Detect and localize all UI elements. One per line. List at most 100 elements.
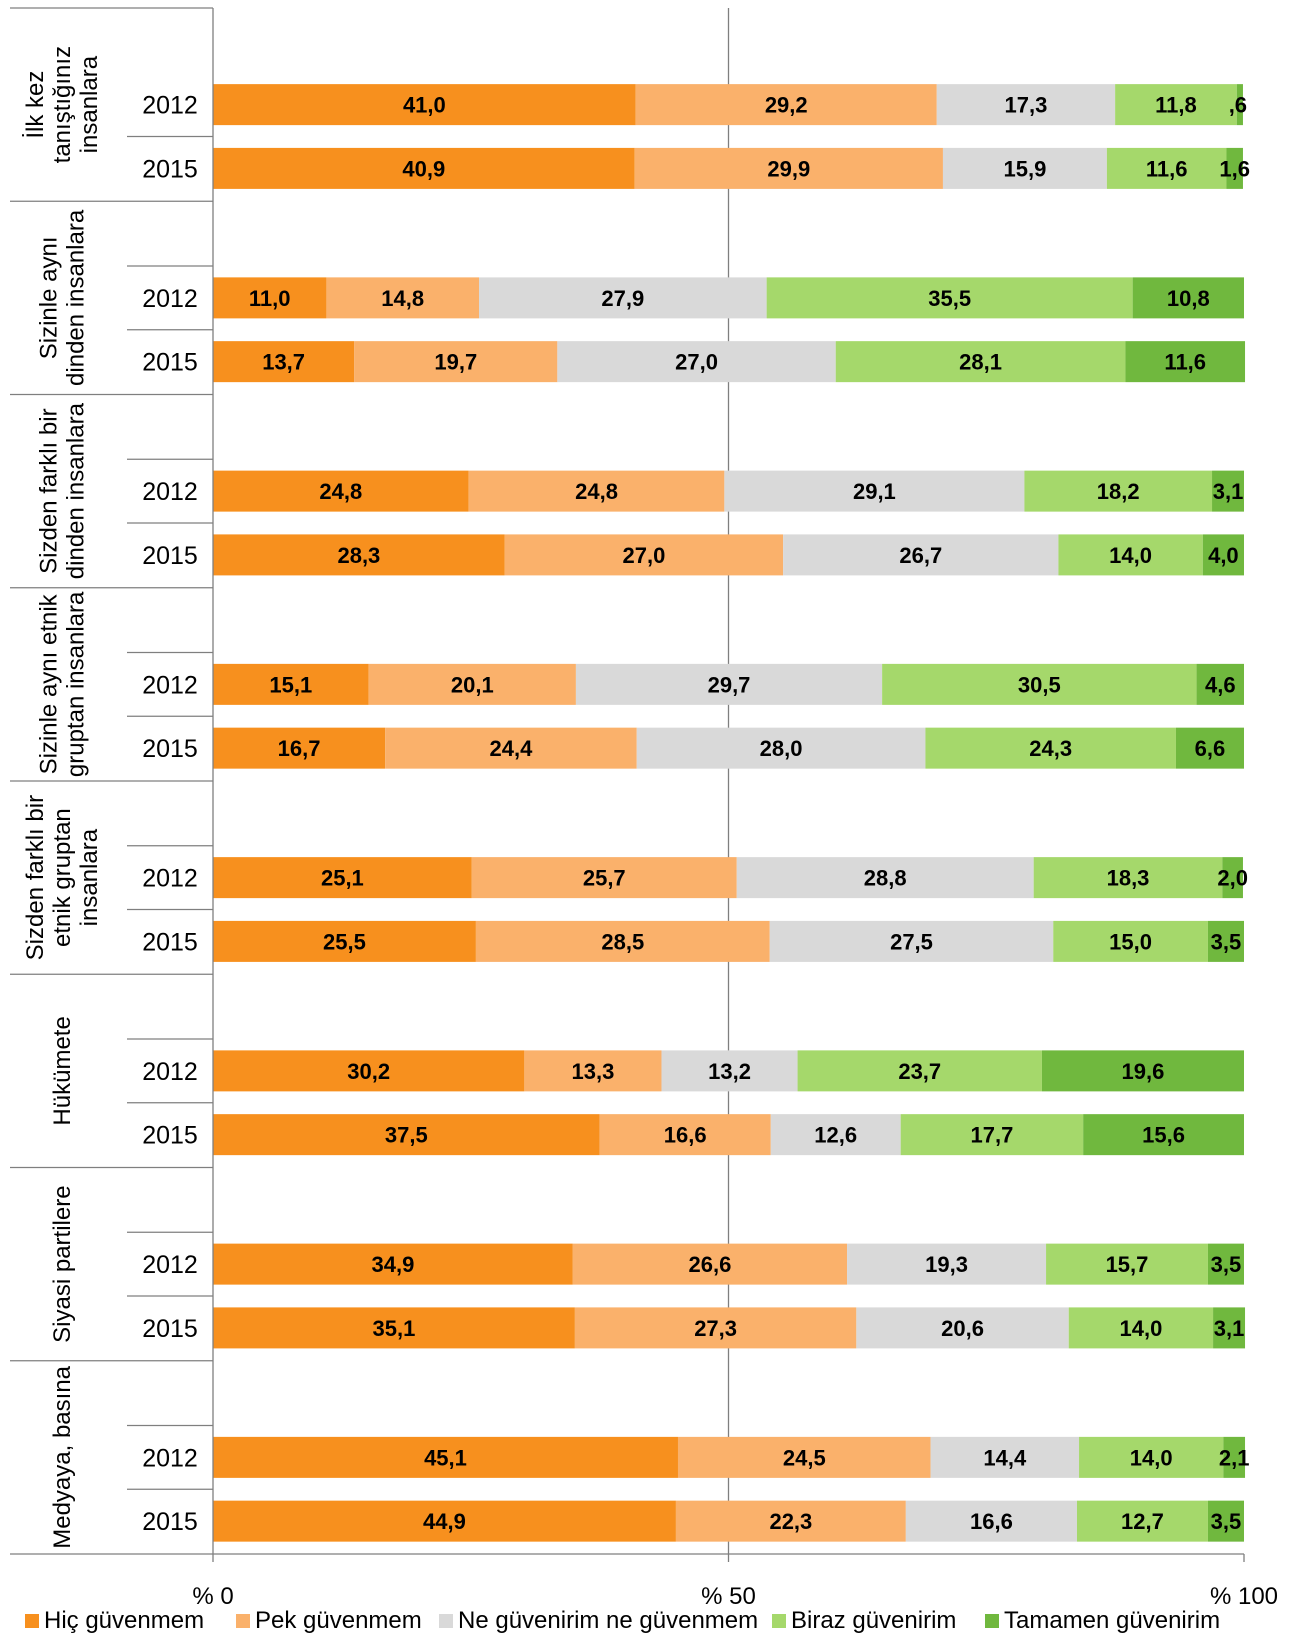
bar-segment [1068, 1307, 1214, 1349]
bar-segment [661, 1050, 798, 1092]
year-label: 2015 [142, 735, 198, 763]
year-label: 2012 [142, 285, 198, 313]
legend-label: Tamamen güvenirim [1004, 1607, 1220, 1634]
data-label: 28,5 [601, 929, 644, 954]
year-label: 2015 [142, 349, 198, 377]
data-label: 15,0 [1109, 929, 1152, 954]
bar-segment [797, 1050, 1042, 1092]
bar-segment [1236, 84, 1243, 126]
data-label: 25,1 [321, 866, 364, 891]
x-tick-label: % 0 [192, 1583, 233, 1610]
data-label: 14,8 [381, 286, 424, 311]
bar-segment [575, 663, 883, 705]
bar-segment [835, 341, 1126, 383]
group-label: Sizinle aynı dinden insanlara [36, 209, 90, 386]
bar-segment [1053, 920, 1208, 962]
year-label: 2012 [142, 671, 198, 699]
data-label: 1,6 [1219, 156, 1250, 181]
data-label: 17,7 [971, 1123, 1014, 1148]
group-label-line: Hükümete [49, 1016, 76, 1125]
data-label: 20,6 [941, 1316, 984, 1341]
legend-swatch [439, 1614, 453, 1628]
year-label: 2012 [142, 478, 198, 506]
data-label: 12,7 [1121, 1509, 1164, 1534]
data-label: 29,7 [708, 672, 751, 697]
data-label: 16,6 [664, 1123, 707, 1148]
legend: Hiç güvenmem Pek güvenmem Ne güvenirim ne … [25, 1607, 1220, 1634]
group-label-line: Sizden farklı bir [36, 408, 63, 573]
axes-layer [10, 7, 1245, 1562]
bar-segment [557, 341, 836, 383]
bar-segment [900, 1114, 1084, 1156]
bar-segment [1207, 920, 1244, 962]
group-label-line: Medyaya, basına [49, 1365, 76, 1548]
legend-swatch [236, 1614, 250, 1628]
bar-segment [635, 84, 937, 126]
group-label: Medyaya, basına [49, 1365, 76, 1548]
bar-segment [213, 147, 635, 189]
group-label: İlk kez tanıştığınız insanlara [22, 46, 103, 163]
legend-label: Pek güvenmem [255, 1607, 422, 1634]
year-label: 2012 [142, 1058, 198, 1086]
data-label: 29,2 [765, 93, 808, 118]
bar-segment [847, 1243, 1047, 1285]
data-label: 28,3 [337, 543, 380, 568]
data-label: 18,3 [1107, 866, 1150, 891]
data-label: 19,3 [925, 1252, 968, 1277]
bar-segment [1024, 470, 1213, 512]
bar-segment [213, 727, 386, 769]
bar-segment [1106, 147, 1227, 189]
bar-segment [213, 341, 355, 383]
data-label: 29,1 [853, 479, 896, 504]
data-label: 6,6 [1195, 736, 1226, 761]
bar-segment [213, 1114, 600, 1156]
data-label: 30,2 [347, 1059, 390, 1084]
data-label: 16,7 [278, 736, 321, 761]
bar-segment [213, 1307, 575, 1349]
bar-segment [677, 1436, 931, 1478]
bar-segment [213, 1243, 573, 1285]
bar-segment [385, 727, 637, 769]
data-label: 19,6 [1122, 1059, 1165, 1084]
year-label: 2012 [142, 865, 198, 893]
data-label: 14,0 [1130, 1445, 1173, 1470]
bar-segment [1083, 1114, 1244, 1156]
data-label: 27,3 [694, 1316, 737, 1341]
bar-segment [936, 84, 1116, 126]
data-label: 19,7 [434, 350, 477, 375]
bar-segment [724, 470, 1025, 512]
bar-segment [471, 857, 737, 899]
data-label: 17,3 [1005, 93, 1048, 118]
data-label: 20,1 [451, 672, 494, 697]
data-label: 13,3 [572, 1059, 615, 1084]
data-label: 3,5 [1211, 929, 1242, 954]
legend-swatch [772, 1614, 786, 1628]
data-label: 15,6 [1142, 1123, 1185, 1148]
bar-segment [213, 1436, 678, 1478]
group-label-line: Sizinle aynı [36, 237, 63, 360]
bar-segment [1207, 1500, 1244, 1542]
bar-segment [213, 1500, 676, 1542]
group-label-line: tanıştığınız [49, 46, 76, 163]
bar-segment [572, 1243, 848, 1285]
bar-segment [468, 470, 725, 512]
data-label: 11,0 [249, 286, 291, 311]
data-label: 27,0 [675, 350, 718, 375]
data-label: 12,6 [814, 1123, 857, 1148]
data-label: 3,1 [1213, 479, 1244, 504]
data-label: ,6 [1229, 93, 1247, 118]
bar-segment [1058, 534, 1203, 576]
legend-label: Biraz güvenirim [791, 1607, 956, 1634]
data-label: 41,0 [403, 93, 446, 118]
data-label: 35,5 [928, 286, 971, 311]
bar-segment [1202, 534, 1244, 576]
data-label: 27,9 [601, 286, 644, 311]
year-label: 2015 [142, 1122, 198, 1150]
bar-segment [1222, 857, 1243, 899]
data-label: 44,9 [423, 1509, 466, 1534]
bar-segment [1196, 663, 1244, 705]
year-label: 2015 [142, 928, 198, 956]
data-label: 37,5 [385, 1123, 428, 1148]
data-label: 3,5 [1211, 1509, 1242, 1534]
bar-segment [1207, 1243, 1244, 1285]
